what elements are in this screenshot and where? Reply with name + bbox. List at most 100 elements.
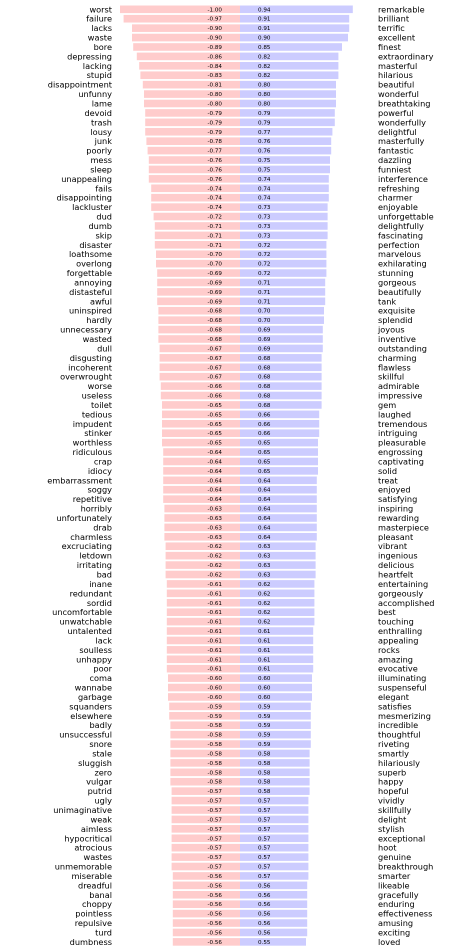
negative-bar xyxy=(156,259,240,268)
positive-bar xyxy=(240,363,322,372)
positive-value-label: 0.58 xyxy=(258,789,271,795)
positive-bar xyxy=(240,90,336,98)
positive-bar xyxy=(240,749,310,758)
negative-bar xyxy=(142,80,240,89)
positive-word-label: gorgeous xyxy=(378,277,416,287)
negative-bar xyxy=(168,693,240,701)
positive-bar xyxy=(240,438,318,447)
positive-value-label: 0.82 xyxy=(258,54,270,60)
positive-value-label: 0.73 xyxy=(258,233,271,239)
positive-bar xyxy=(240,881,308,890)
negative-value-label: -0.56 xyxy=(208,902,223,908)
negative-bar xyxy=(157,288,240,296)
positive-bar xyxy=(240,580,315,588)
positive-value-label: 0.82 xyxy=(258,73,270,79)
positive-value-label: 0.60 xyxy=(258,676,271,682)
negative-bar xyxy=(158,335,240,343)
negative-bar xyxy=(171,853,240,861)
positive-word-label: interference xyxy=(378,174,428,184)
positive-word-label: exquisite xyxy=(378,306,415,316)
positive-value-label: 0.63 xyxy=(258,554,271,560)
positive-bar xyxy=(240,646,314,654)
positive-value-label: 0.62 xyxy=(258,601,270,607)
negative-word-label: awful xyxy=(90,296,112,306)
negative-value-label: -0.66 xyxy=(208,384,223,390)
positive-value-label: 0.65 xyxy=(258,450,271,456)
positive-word-label: breakthrough xyxy=(378,862,433,872)
negative-bar xyxy=(146,137,240,145)
positive-word-label: pleasant xyxy=(378,532,414,542)
positive-bar xyxy=(240,693,312,701)
negative-value-label: -0.76 xyxy=(208,177,223,183)
positive-bar xyxy=(240,730,311,739)
negative-word-label: crap xyxy=(94,456,112,466)
positive-word-label: hilariously xyxy=(378,758,420,768)
positive-value-label: 0.61 xyxy=(258,667,271,673)
negative-word-label: skip xyxy=(96,230,112,240)
positive-value-label: 0.74 xyxy=(258,196,271,202)
negative-word-label: poorly xyxy=(86,146,112,156)
negative-value-label: -0.56 xyxy=(208,912,223,918)
positive-value-label: 0.64 xyxy=(258,507,271,513)
positive-bar xyxy=(240,278,326,287)
negative-bar xyxy=(166,617,240,626)
positive-bar xyxy=(240,485,317,494)
negative-bar xyxy=(153,212,240,221)
positive-value-label: 0.64 xyxy=(258,497,271,503)
negative-word-label: horribly xyxy=(81,504,113,514)
negative-word-label: wannabe xyxy=(75,683,112,693)
positive-bar xyxy=(240,24,350,32)
negative-word-label: banal xyxy=(89,890,112,900)
negative-bar xyxy=(163,495,240,503)
negative-word-label: choppy xyxy=(82,899,112,909)
negative-word-label: unfortunately xyxy=(56,513,112,523)
negative-value-label: -0.58 xyxy=(208,723,223,729)
positive-bar xyxy=(240,787,310,795)
positive-value-label: 0.57 xyxy=(258,799,271,805)
positive-value-label: 0.61 xyxy=(258,648,271,654)
positive-bar xyxy=(240,269,327,277)
positive-bar xyxy=(240,372,322,381)
positive-bar xyxy=(240,533,317,541)
positive-value-label: 0.85 xyxy=(258,45,271,51)
negative-word-label: unsuccessful xyxy=(59,730,112,740)
positive-word-label: treat xyxy=(378,475,398,485)
positive-word-label: skillfully xyxy=(378,805,411,815)
negative-value-label: -0.65 xyxy=(208,431,223,437)
negative-value-label: -0.70 xyxy=(208,262,223,268)
negative-value-label: -0.74 xyxy=(208,205,223,211)
positive-bar xyxy=(240,109,335,117)
negative-bar xyxy=(154,231,240,240)
negative-word-label: poor xyxy=(93,664,112,674)
negative-word-label: mess xyxy=(90,155,112,165)
negative-word-label: useless xyxy=(82,391,112,401)
positive-bar xyxy=(240,14,350,23)
negative-bar xyxy=(158,325,240,334)
negative-word-label: stale xyxy=(92,748,112,758)
negative-value-label: -0.71 xyxy=(208,233,223,239)
positive-value-label: 0.74 xyxy=(258,177,271,183)
negative-bar xyxy=(170,730,240,739)
positive-value-label: 0.60 xyxy=(258,695,271,701)
positive-word-label: flawless xyxy=(378,362,411,372)
positive-word-label: elegant xyxy=(378,692,410,702)
positive-bar xyxy=(240,938,306,946)
negative-value-label: -0.67 xyxy=(208,356,223,362)
positive-bar xyxy=(240,62,339,70)
negative-value-label: -0.80 xyxy=(208,92,223,98)
negative-bar xyxy=(171,815,240,824)
negative-bar xyxy=(172,881,240,890)
positive-value-label: 0.61 xyxy=(258,638,271,644)
positive-value-label: 0.59 xyxy=(258,723,271,729)
positive-word-label: gracefully xyxy=(378,890,419,900)
positive-word-label: fantastic xyxy=(378,146,414,156)
positive-bar xyxy=(240,740,311,748)
negative-value-label: -0.74 xyxy=(208,196,223,202)
negative-value-label: -0.62 xyxy=(208,563,222,569)
positive-value-label: 0.76 xyxy=(258,139,271,145)
positive-word-label: engrossing xyxy=(378,447,423,457)
negative-word-label: aimless xyxy=(81,824,112,834)
negative-word-label: putrid xyxy=(88,786,112,796)
positive-word-label: vividly xyxy=(378,796,405,806)
negative-value-label: -0.80 xyxy=(208,102,223,108)
